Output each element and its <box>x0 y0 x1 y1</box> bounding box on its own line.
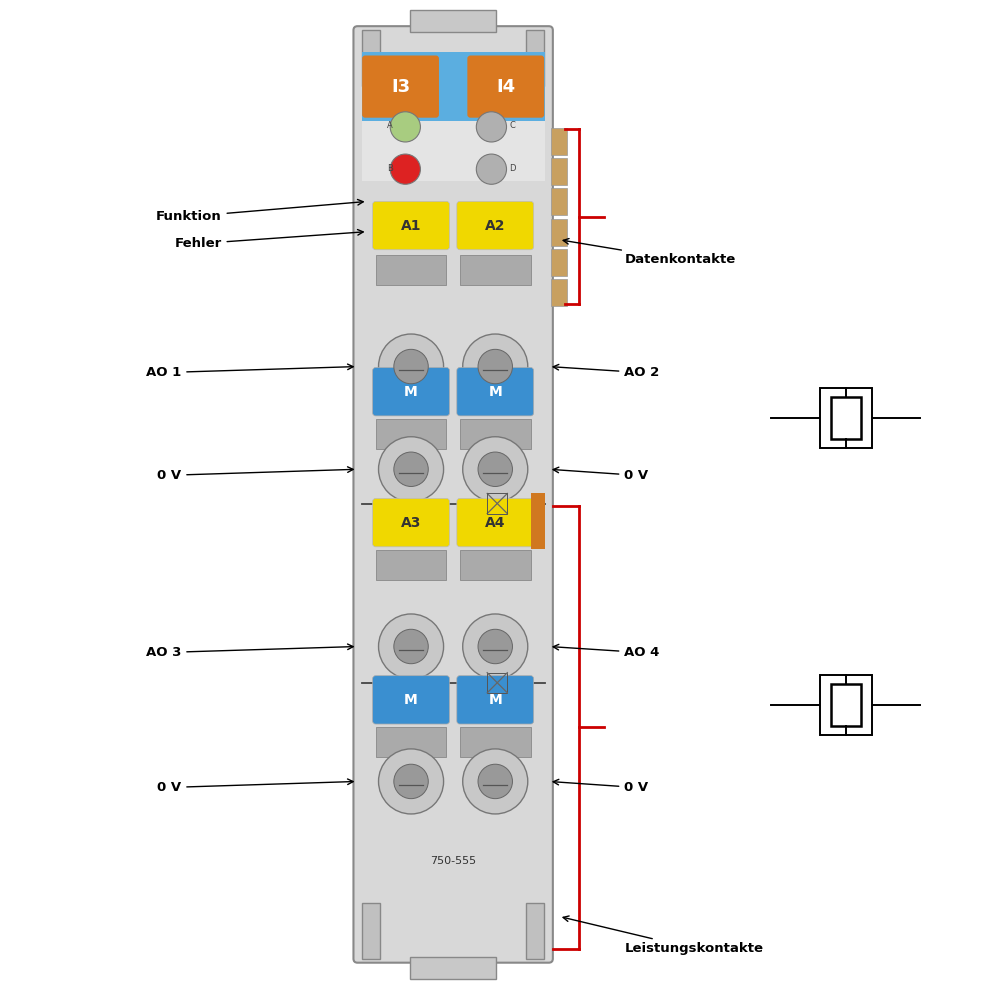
Text: M: M <box>404 693 418 707</box>
Circle shape <box>390 154 421 184</box>
Bar <box>376 550 446 580</box>
Text: A1: A1 <box>401 219 421 233</box>
Circle shape <box>463 437 528 501</box>
FancyBboxPatch shape <box>373 368 449 416</box>
Text: D: D <box>510 164 516 172</box>
Text: AO 1: AO 1 <box>146 365 353 379</box>
Text: A: A <box>387 122 393 130</box>
Bar <box>362 121 545 181</box>
Bar <box>460 255 531 285</box>
Text: Leistungskontakte: Leistungskontakte <box>563 916 763 955</box>
FancyBboxPatch shape <box>373 676 449 724</box>
Circle shape <box>394 349 428 384</box>
Bar <box>526 30 544 86</box>
Bar <box>531 493 545 549</box>
Bar <box>460 727 531 757</box>
Text: B: B <box>387 164 393 172</box>
Text: 0 V: 0 V <box>157 779 353 794</box>
Bar <box>831 397 861 439</box>
Bar <box>363 30 381 86</box>
Circle shape <box>394 764 428 799</box>
Circle shape <box>476 112 507 142</box>
Text: 0 V: 0 V <box>553 779 649 794</box>
Circle shape <box>379 437 443 501</box>
Text: AO 3: AO 3 <box>146 644 353 659</box>
Text: 750-555: 750-555 <box>430 856 476 866</box>
Circle shape <box>478 764 513 799</box>
Circle shape <box>390 112 421 142</box>
Bar <box>460 550 531 580</box>
Text: A2: A2 <box>485 219 506 233</box>
Bar <box>363 903 381 959</box>
FancyBboxPatch shape <box>457 498 534 547</box>
Bar <box>831 684 861 726</box>
Text: C: C <box>510 122 516 130</box>
Bar <box>487 673 508 693</box>
Bar <box>460 419 531 449</box>
Bar <box>551 158 567 185</box>
Bar <box>551 249 567 276</box>
Circle shape <box>463 334 528 399</box>
Circle shape <box>379 334 443 399</box>
Circle shape <box>379 749 443 814</box>
Circle shape <box>463 749 528 814</box>
Bar <box>551 128 567 155</box>
Bar <box>362 52 545 121</box>
Text: Fehler: Fehler <box>174 230 364 250</box>
Bar <box>487 493 508 514</box>
Text: I4: I4 <box>496 78 516 96</box>
Text: M: M <box>488 385 502 399</box>
Bar <box>551 279 567 306</box>
Bar <box>551 188 567 215</box>
FancyBboxPatch shape <box>457 201 534 250</box>
Bar <box>410 10 496 32</box>
Bar <box>410 957 496 979</box>
FancyBboxPatch shape <box>363 55 439 118</box>
Bar <box>551 219 567 246</box>
Bar <box>820 675 872 735</box>
FancyBboxPatch shape <box>373 201 449 250</box>
Text: Funktion: Funktion <box>156 199 364 223</box>
Circle shape <box>478 629 513 664</box>
Bar <box>820 388 872 448</box>
Text: AO 2: AO 2 <box>553 365 660 379</box>
Circle shape <box>463 614 528 679</box>
Text: A3: A3 <box>401 516 421 530</box>
Text: M: M <box>404 385 418 399</box>
Text: M: M <box>488 693 502 707</box>
FancyBboxPatch shape <box>457 676 534 724</box>
Text: Datenkontakte: Datenkontakte <box>563 239 735 266</box>
Text: I3: I3 <box>391 78 410 96</box>
Text: 0 V: 0 V <box>157 467 353 481</box>
FancyBboxPatch shape <box>457 368 534 416</box>
Circle shape <box>478 452 513 486</box>
Text: AO 4: AO 4 <box>553 644 660 659</box>
Text: 0 V: 0 V <box>553 467 649 481</box>
Circle shape <box>478 349 513 384</box>
Bar <box>526 903 544 959</box>
FancyBboxPatch shape <box>353 26 553 963</box>
FancyBboxPatch shape <box>373 498 449 547</box>
Text: A4: A4 <box>485 516 506 530</box>
Circle shape <box>394 452 428 486</box>
FancyBboxPatch shape <box>467 55 544 118</box>
Circle shape <box>379 614 443 679</box>
Bar <box>376 419 446 449</box>
Bar <box>376 255 446 285</box>
Circle shape <box>476 154 507 184</box>
Circle shape <box>394 629 428 664</box>
Bar <box>376 727 446 757</box>
